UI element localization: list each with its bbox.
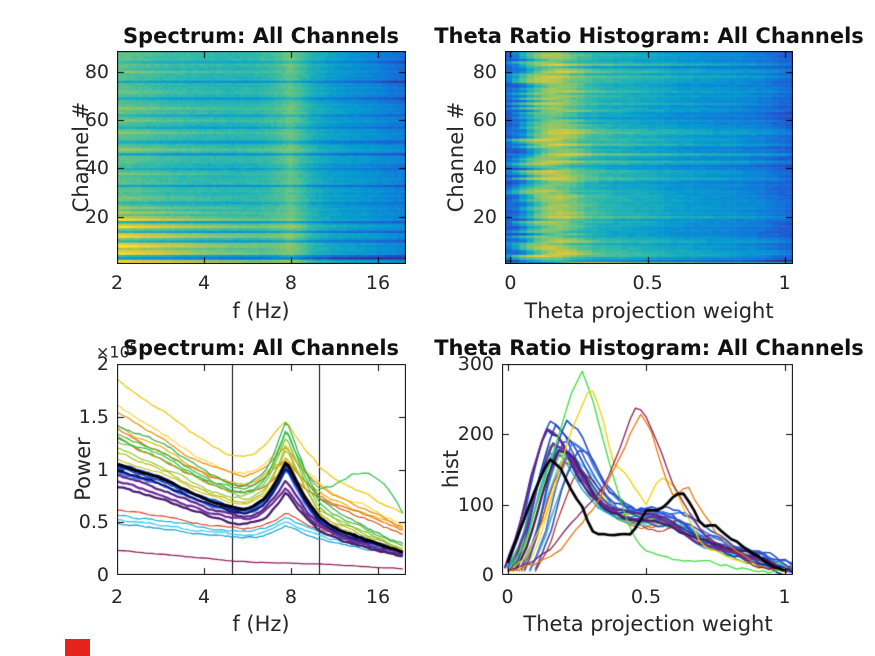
tick-label: 1 <box>778 586 791 608</box>
tick-label: 0.5 <box>632 272 663 294</box>
spectrum-lines-title: Spectrum: All Channels <box>122 336 400 360</box>
tick-label: 1 <box>96 458 109 481</box>
tick-label: 0 <box>504 272 517 294</box>
theta-lines-canvas <box>502 364 793 575</box>
tick-label: 8 <box>284 586 298 608</box>
theta-heatmap-canvas <box>505 51 793 264</box>
tick-label: 0 <box>481 564 494 586</box>
tick-label: 20 <box>472 205 497 228</box>
theta-lines-ylabel: hist <box>439 449 463 489</box>
tick-label: 2 <box>110 272 124 294</box>
tick-label: 200 <box>457 423 494 446</box>
spectrum-heatmap-canvas <box>117 51 406 264</box>
tick-label: 4 <box>197 272 211 294</box>
tick-label: 20 <box>84 205 109 228</box>
spectrum-heatmap-title: Spectrum: All Channels <box>122 24 400 48</box>
tick-label: 0 <box>501 586 514 608</box>
tick-label: 16 <box>365 272 391 294</box>
tick-label: 100 <box>457 493 494 516</box>
spectrum-heatmap-xlabel: f (Hz) <box>232 299 290 323</box>
y-axis-exponent: ×105 <box>96 341 137 362</box>
spectrum-lines-xlabel: f (Hz) <box>232 612 290 636</box>
tick-label: 40 <box>472 157 497 180</box>
tick-label: 40 <box>84 157 109 180</box>
tick-label: 2 <box>96 353 109 375</box>
tick-label: 8 <box>284 272 298 294</box>
theta-heatmap-xlabel: Theta projection weight <box>524 299 774 323</box>
theta-lines-xlabel: Theta projection weight <box>523 612 773 636</box>
tick-label: 2 <box>110 586 124 608</box>
tick-label: 1.5 <box>78 405 109 428</box>
tick-label: 16 <box>365 586 391 608</box>
tick-label: 300 <box>457 353 494 375</box>
tick-label: 60 <box>84 108 109 131</box>
tick-label: 1 <box>778 272 791 294</box>
theta-lines-title: Theta Ratio Histogram: All Channels <box>434 336 864 360</box>
tick-label: 0 <box>96 564 109 586</box>
spectrum-lines-canvas <box>117 364 406 575</box>
tick-label: 0.5 <box>78 511 109 534</box>
tick-label: 60 <box>472 108 497 131</box>
tick-label: 4 <box>197 586 211 608</box>
tick-label: 80 <box>472 60 497 83</box>
tick-label: 80 <box>84 60 109 83</box>
tick-label: 0.5 <box>630 586 662 608</box>
theta-heatmap-title: Theta Ratio Histogram: All Channels <box>434 24 864 48</box>
red-marker <box>65 639 90 656</box>
